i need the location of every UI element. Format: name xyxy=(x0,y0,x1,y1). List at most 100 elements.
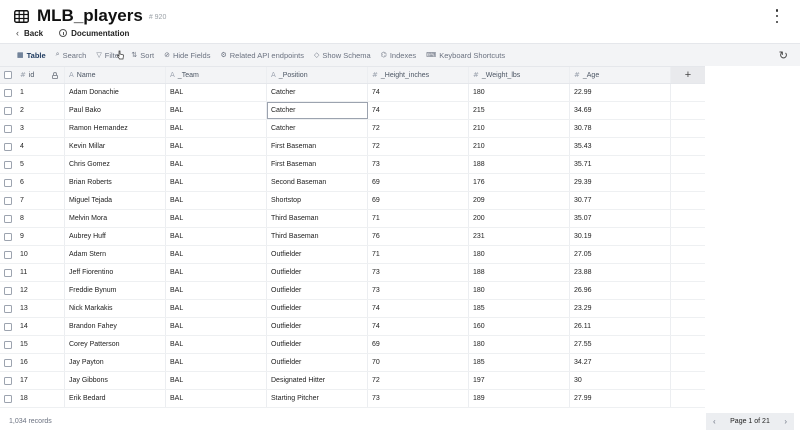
row-checkbox[interactable] xyxy=(4,142,12,151)
cell-age[interactable]: 34.27 xyxy=(570,354,671,371)
cell-position[interactable]: Designated Hitter xyxy=(267,372,368,389)
cell-id[interactable]: 16 xyxy=(17,354,65,371)
cell-id[interactable]: 2 xyxy=(17,102,65,119)
cell-position[interactable]: Catcher xyxy=(267,120,368,137)
toolbar-table-button[interactable]: ▦ Table xyxy=(17,51,46,60)
table-row[interactable]: 18 Erik Bedard BAL Starting Pitcher 73 189 27.… xyxy=(0,390,705,408)
toolbar-search-button[interactable]: ⌕ Search xyxy=(56,51,87,60)
cell-team[interactable]: BAL xyxy=(166,174,267,191)
table-row[interactable]: 9 Aubrey Huff BAL Third Baseman 76 231 30.19 xyxy=(0,228,705,246)
cell-weight[interactable]: 180 xyxy=(469,336,570,353)
cell-team[interactable]: BAL xyxy=(166,84,267,101)
cell-weight[interactable]: 200 xyxy=(469,210,570,227)
cell-id[interactable]: 12 xyxy=(17,282,65,299)
column-header-weight[interactable]: # _Weight_lbs xyxy=(469,67,570,83)
cell-height[interactable]: 72 xyxy=(368,120,469,137)
cell-team[interactable]: BAL xyxy=(166,372,267,389)
table-row[interactable]: 6 Brian Roberts BAL Second Baseman 69 176 29.3… xyxy=(0,174,705,192)
cell-weight[interactable]: 180 xyxy=(469,246,570,263)
row-checkbox[interactable] xyxy=(4,268,12,277)
column-header-height[interactable]: # _Height_inches xyxy=(368,67,469,83)
table-row[interactable]: 14 Brandon Fahey BAL Outfielder 74 160 26.11 xyxy=(0,318,705,336)
cell-height[interactable]: 74 xyxy=(368,84,469,101)
cell-weight[interactable]: 185 xyxy=(469,300,570,317)
cell-id[interactable]: 5 xyxy=(17,156,65,173)
cell-name[interactable]: Jay Gibbons xyxy=(65,372,166,389)
cell-id[interactable]: 6 xyxy=(17,174,65,191)
cell-position[interactable]: Catcher xyxy=(267,84,368,101)
cell-height[interactable]: 72 xyxy=(368,138,469,155)
cell-height[interactable]: 74 xyxy=(368,318,469,335)
column-header-position[interactable]: A _Position xyxy=(267,67,368,83)
cell-height[interactable]: 70 xyxy=(368,354,469,371)
cell-team[interactable]: BAL xyxy=(166,336,267,353)
row-checkbox[interactable] xyxy=(4,232,12,241)
cell-name[interactable]: Aubrey Huff xyxy=(65,228,166,245)
cell-height[interactable]: 73 xyxy=(368,390,469,407)
cell-name[interactable]: Jay Payton xyxy=(65,354,166,371)
cell-height[interactable]: 73 xyxy=(368,264,469,281)
table-row[interactable]: 11 Jeff Fiorentino BAL Outfielder 73 188 23.88 xyxy=(0,264,705,282)
cell-name[interactable]: Chris Gomez xyxy=(65,156,166,173)
cell-height[interactable]: 72 xyxy=(368,372,469,389)
cell-position[interactable]: Outfielder xyxy=(267,354,368,371)
cell-weight[interactable]: 210 xyxy=(469,120,570,137)
cell-position[interactable]: Third Baseman xyxy=(267,228,368,245)
cell-age[interactable]: 30 xyxy=(570,372,671,389)
cell-height[interactable]: 69 xyxy=(368,192,469,209)
toolbar-filter-button[interactable]: ▽ Filter xyxy=(96,51,121,60)
cell-weight[interactable]: 185 xyxy=(469,354,570,371)
toolbar-indexes-button[interactable]: ⌬ Indexes xyxy=(381,51,416,60)
cell-team[interactable]: BAL xyxy=(166,192,267,209)
cell-name[interactable]: Brandon Fahey xyxy=(65,318,166,335)
cell-weight[interactable]: 210 xyxy=(469,138,570,155)
cell-height[interactable]: 71 xyxy=(368,210,469,227)
documentation-link[interactable]: Documentation xyxy=(59,29,129,38)
cell-team[interactable]: BAL xyxy=(166,210,267,227)
cell-position[interactable]: First Baseman xyxy=(267,156,368,173)
cell-age[interactable]: 26.11 xyxy=(570,318,671,335)
cell-team[interactable]: BAL xyxy=(166,120,267,137)
table-row[interactable]: 5 Chris Gomez BAL First Baseman 73 188 35.71 xyxy=(0,156,705,174)
cell-team[interactable]: BAL xyxy=(166,102,267,119)
cell-id[interactable]: 8 xyxy=(17,210,65,227)
cell-id[interactable]: 17 xyxy=(17,372,65,389)
cell-age[interactable]: 26.96 xyxy=(570,282,671,299)
cell-team[interactable]: BAL xyxy=(166,300,267,317)
row-checkbox[interactable] xyxy=(4,304,12,313)
table-row[interactable]: 17 Jay Gibbons BAL Designated Hitter 72 197 30 xyxy=(0,372,705,390)
cell-height[interactable]: 73 xyxy=(368,282,469,299)
back-link[interactable]: ‹ Back xyxy=(16,28,43,38)
cell-age[interactable]: 30.78 xyxy=(570,120,671,137)
cell-name[interactable]: Miguel Tejada xyxy=(65,192,166,209)
row-checkbox[interactable] xyxy=(4,250,12,259)
cell-weight[interactable]: 180 xyxy=(469,282,570,299)
cell-height[interactable]: 69 xyxy=(368,336,469,353)
row-checkbox[interactable] xyxy=(4,394,12,403)
row-checkbox[interactable] xyxy=(4,124,12,133)
row-checkbox[interactable] xyxy=(4,376,12,385)
cell-id[interactable]: 10 xyxy=(17,246,65,263)
cell-height[interactable]: 69 xyxy=(368,174,469,191)
cell-weight[interactable]: 197 xyxy=(469,372,570,389)
cell-id[interactable]: 4 xyxy=(17,138,65,155)
table-row[interactable]: 16 Jay Payton BAL Outfielder 70 185 34.27 xyxy=(0,354,705,372)
cell-position[interactable]: Starting Pitcher xyxy=(267,390,368,407)
cell-age[interactable]: 23.29 xyxy=(570,300,671,317)
row-checkbox[interactable] xyxy=(4,196,12,205)
cell-age[interactable]: 29.39 xyxy=(570,174,671,191)
cell-team[interactable]: BAL xyxy=(166,228,267,245)
cell-id[interactable]: 15 xyxy=(17,336,65,353)
cell-age[interactable]: 27.99 xyxy=(570,390,671,407)
cell-name[interactable]: Erik Bedard xyxy=(65,390,166,407)
cell-name[interactable]: Melvin Mora xyxy=(65,210,166,227)
table-row[interactable]: 1 Adam Donachie BAL Catcher 74 180 22.99 xyxy=(0,84,705,102)
toolbar-show-schema-button[interactable]: ◇ Show Schema xyxy=(314,51,371,60)
row-checkbox[interactable] xyxy=(4,214,12,223)
cell-name[interactable]: Ramon Hernandez xyxy=(65,120,166,137)
cell-name[interactable]: Freddie Bynum xyxy=(65,282,166,299)
cell-height[interactable]: 74 xyxy=(368,102,469,119)
cell-position[interactable]: Outfielder xyxy=(267,318,368,335)
toolbar-keyboard-shortcuts-button[interactable]: ⌨ Keyboard Shortcuts xyxy=(426,51,505,60)
more-options-icon[interactable] xyxy=(774,9,780,23)
